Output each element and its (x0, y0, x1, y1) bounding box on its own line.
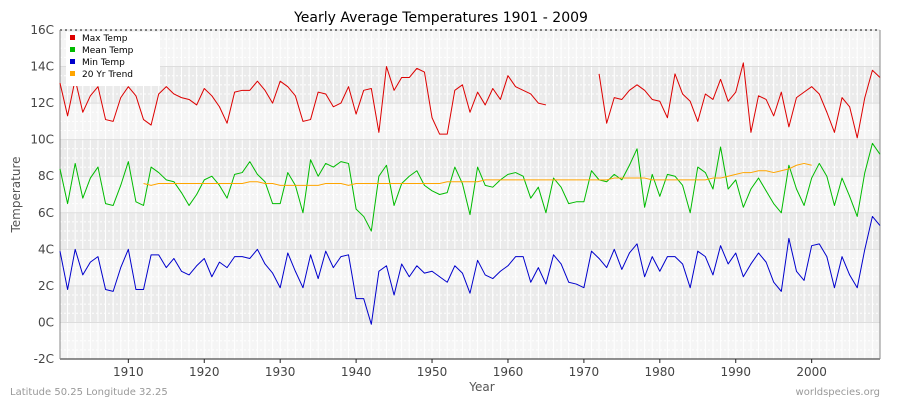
footer-location: Latitude 50.25 Longitude 32.25 (10, 387, 168, 398)
y-tick-label: 8C (38, 169, 54, 183)
series-line-min-temp (59, 215, 881, 325)
footer-source: worldspecies.org (796, 387, 880, 398)
x-tick-label: 1970 (569, 365, 600, 379)
legend-label: Max Temp (82, 34, 128, 44)
series-line-mean-temp (59, 142, 881, 232)
y-tick-label: 16C (30, 23, 54, 37)
x-tick-label: 1960 (493, 365, 524, 379)
series-line-max-temp (59, 62, 881, 139)
series-line-20-yr-trend (143, 162, 812, 186)
y-tick-label: 10C (30, 133, 54, 147)
legend-swatch (70, 35, 75, 40)
y-tick-label: 4C (38, 242, 54, 256)
series-lines (59, 62, 881, 325)
x-tick-label: 1990 (720, 365, 751, 379)
chart-title: Yearly Average Temperatures 1901 - 2009 (293, 10, 588, 26)
legend-label: 20 Yr Trend (82, 70, 133, 80)
y-tick-label: -2C (34, 352, 54, 366)
x-tick-labels: 1910 1920 1930 1940 1950 1960 1970 1980 1990 2000 (113, 359, 827, 379)
y-tick-label: 2C (38, 279, 54, 293)
legend-label: Min Temp (82, 58, 125, 68)
legend-box (66, 32, 160, 86)
legend-swatch (70, 71, 75, 76)
x-tick-label: 1940 (341, 365, 372, 379)
y-tick-label: 12C (30, 96, 54, 110)
x-tick-label: 1930 (265, 365, 296, 379)
x-tick-label: 1920 (189, 365, 220, 379)
x-tick-label: 1980 (645, 365, 676, 379)
y-tick-label: 14C (30, 60, 54, 74)
y-tick-labels: -2C 0C 2C 4C 6C 8C 10C 12C 14C 16C (30, 23, 54, 366)
y-axis-label: Temperature (9, 156, 23, 233)
x-tick-label: 2000 (796, 365, 827, 379)
legend-swatch (70, 47, 75, 52)
legend-label: Mean Temp (82, 46, 134, 56)
y-tick-label: 0C (38, 315, 54, 329)
x-tick-label: 1910 (113, 365, 144, 379)
y-tick-label: 6C (38, 206, 54, 220)
legend-swatch (70, 59, 75, 64)
x-tick-label: 1950 (417, 365, 448, 379)
x-axis-label: Year (468, 380, 494, 394)
legend: Max Temp Mean Temp Min Temp 20 Yr Trend (66, 32, 160, 86)
